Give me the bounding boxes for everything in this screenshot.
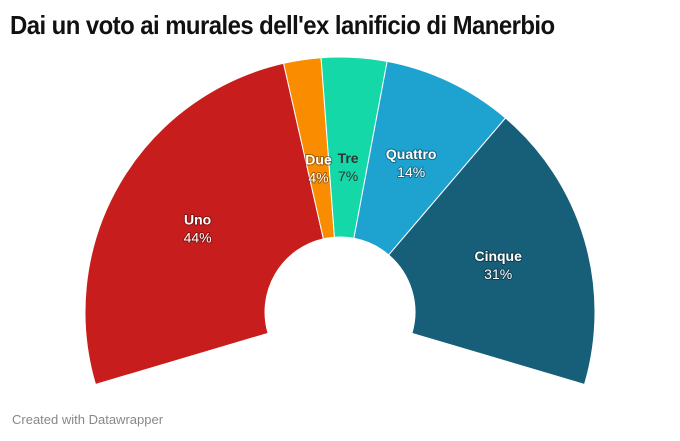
footer-credit: Created with Datawrapper	[12, 412, 164, 427]
slice-label-cinque: Cinque 31%	[474, 248, 522, 282]
slice-category: Due	[305, 152, 332, 168]
slice-value: 44%	[184, 230, 212, 246]
slice-label-due: Due 4%	[305, 152, 332, 186]
slice-value: 14%	[397, 164, 425, 180]
slice-value: 31%	[484, 266, 512, 282]
slice-label-tre: Tre 7%	[338, 150, 359, 184]
slice-category: Cinque	[474, 248, 522, 264]
slice-label-quattro: Quattro 14%	[386, 146, 437, 180]
slice-value: 4%	[308, 170, 328, 186]
slice-label-uno: Uno 44%	[184, 212, 212, 246]
chart-title: Dai un voto ai murales dell'ex lanificio…	[10, 10, 555, 40]
slice-value: 7%	[338, 168, 358, 184]
slice-category: Tre	[338, 150, 359, 166]
slice-category: Quattro	[386, 146, 437, 162]
slice-uno	[84, 62, 325, 386]
slice-cinque	[387, 117, 596, 386]
slice-category: Uno	[184, 212, 211, 228]
